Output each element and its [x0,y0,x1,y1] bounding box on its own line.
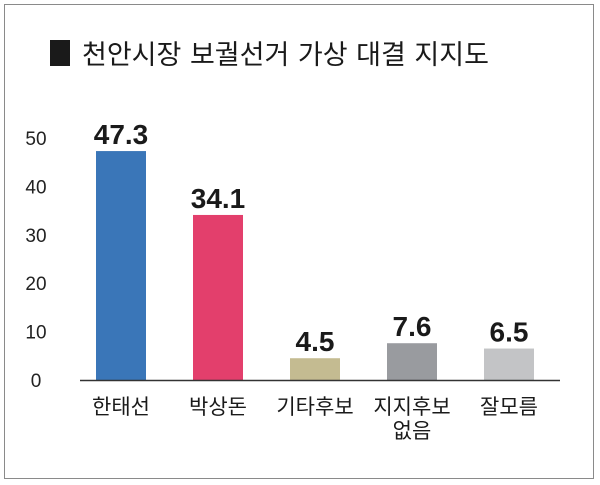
data-label: 6.5 [490,317,529,348]
y-tick-label: 20 [25,274,46,295]
bar [290,358,340,380]
bar [193,215,243,380]
bar [96,151,146,380]
data-label: 47.3 [94,119,149,150]
y-tick-label: 0 [31,371,42,392]
x-tick-label: 지지후보 [373,395,450,419]
data-label: 34.1 [191,183,246,214]
data-label: 4.5 [296,326,335,357]
y-tick-label: 30 [25,226,46,247]
x-tick-label: 없음 [393,419,432,443]
bar [484,349,534,380]
x-tick-label: 박상돈 [189,395,247,419]
x-tick-label: 잘모름 [480,395,538,419]
title-marker [50,40,70,66]
y-tick-label: 10 [25,323,46,344]
chart-title: 천안시장 보궐선거 가상 대결 지지도 [82,40,489,71]
bar [387,343,437,380]
data-label: 7.6 [393,311,432,342]
x-tick-label: 기타후보 [276,395,353,419]
y-tick-label: 50 [25,129,46,150]
y-tick-label: 40 [25,177,46,198]
x-tick-label: 한태선 [92,395,150,419]
